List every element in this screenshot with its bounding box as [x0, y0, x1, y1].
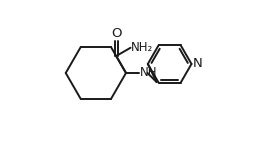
Text: N: N	[193, 57, 203, 70]
Text: O: O	[111, 27, 121, 40]
Text: NH: NH	[140, 66, 157, 79]
Text: NH₂: NH₂	[131, 41, 153, 54]
